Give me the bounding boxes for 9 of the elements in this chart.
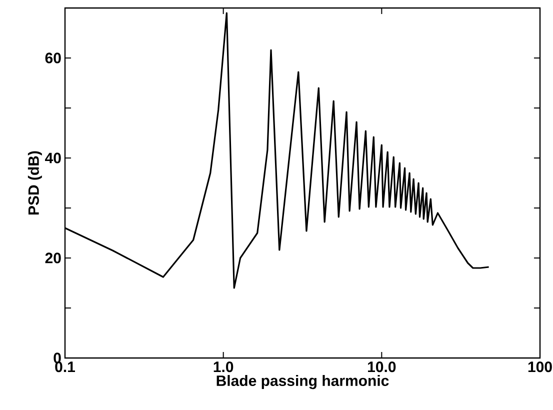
x-tick-label: 1.0 [214,362,234,372]
x-axis-title: Blade passing harmonic [216,375,389,390]
y-axis-title: PSD (dB) [28,151,42,214]
y-tick-label: 40 [45,152,61,164]
y-tick-label: 20 [45,252,61,264]
x-tick-label: 10.0 [368,362,396,372]
x-tick-label: 0.1 [55,362,76,372]
x-tick-label: 100 [528,362,552,372]
y-tick-label: 60 [45,52,61,64]
